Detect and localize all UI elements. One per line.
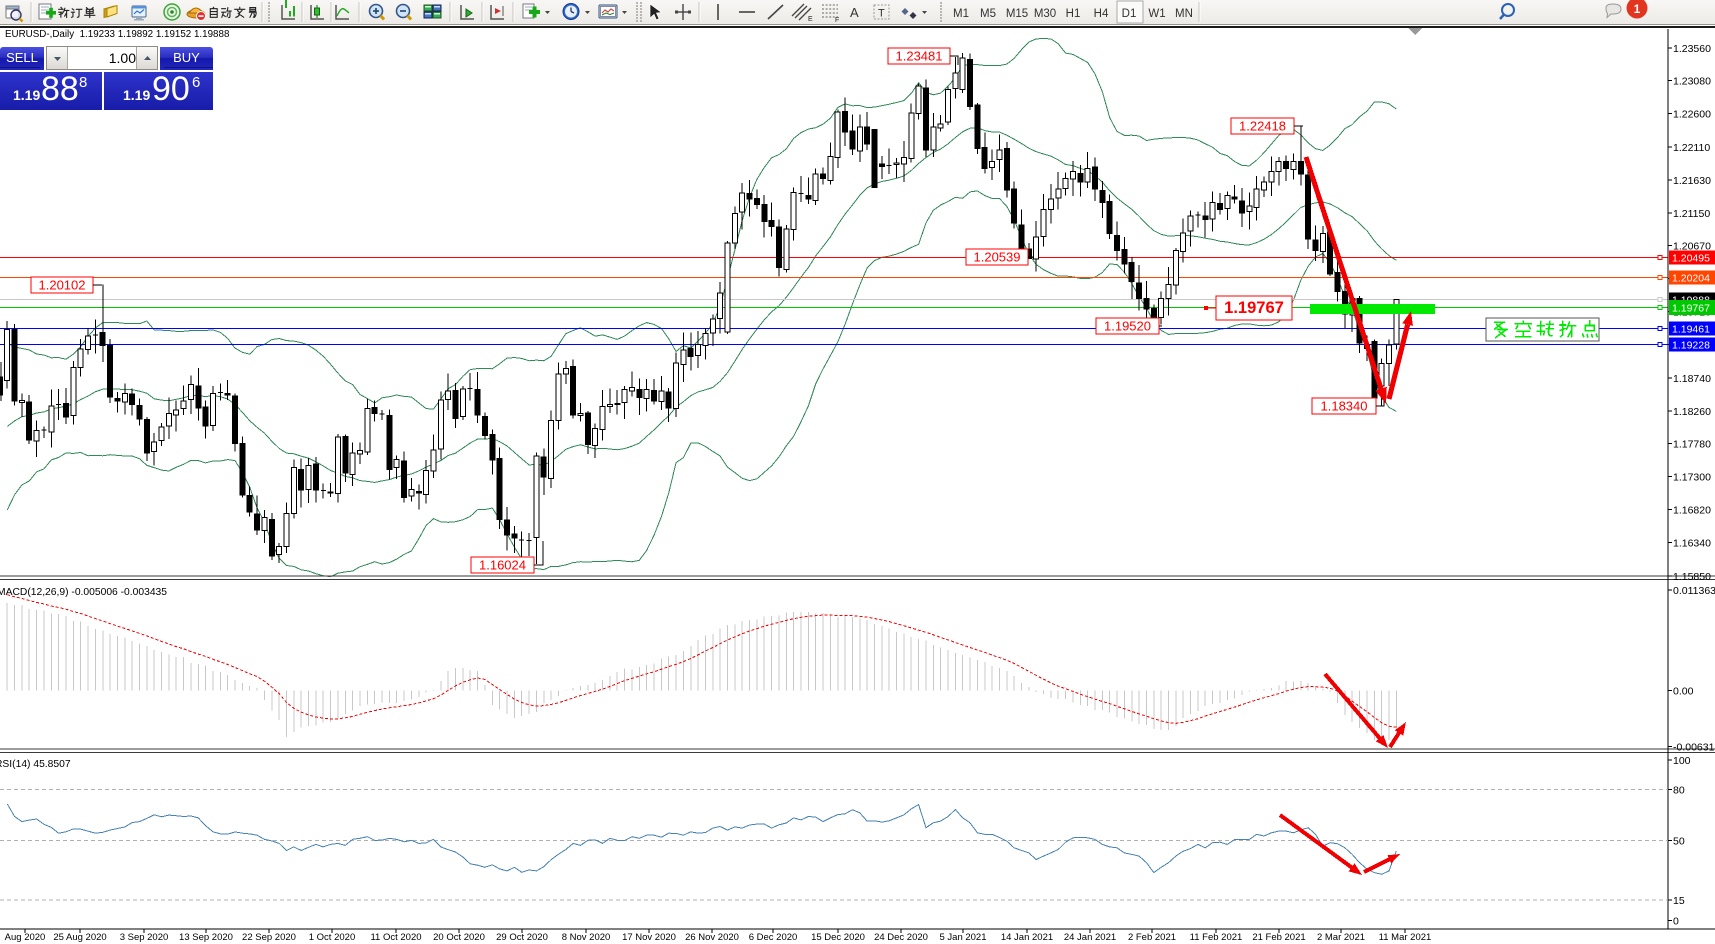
svg-text:1.23481: 1.23481 [896, 49, 943, 64]
svg-text:RSI(14) 45.8507: RSI(14) 45.8507 [0, 759, 71, 770]
svg-text:MN: MN [1175, 8, 1193, 20]
svg-text:M15: M15 [1006, 8, 1028, 20]
svg-text:1: 1 [1634, 2, 1641, 16]
svg-text:1.22418: 1.22418 [1239, 119, 1286, 134]
svg-text:M30: M30 [1034, 8, 1056, 20]
svg-text:5 Jan 2021: 5 Jan 2021 [939, 932, 986, 943]
svg-text:1.18260: 1.18260 [1673, 406, 1711, 418]
svg-text:1.19228: 1.19228 [1672, 340, 1710, 352]
svg-text:24 Jan 2021: 24 Jan 2021 [1064, 932, 1116, 943]
svg-text:17 Nov 2020: 17 Nov 2020 [622, 932, 676, 943]
svg-text:E: E [808, 16, 813, 23]
svg-text:-0.006317: -0.006317 [1673, 741, 1715, 753]
svg-text:1.18340: 1.18340 [1321, 399, 1368, 414]
svg-text:13 Sep 2020: 13 Sep 2020 [179, 932, 233, 943]
svg-text:1.19767: 1.19767 [1224, 299, 1284, 317]
svg-text:1.20204: 1.20204 [1672, 273, 1710, 285]
svg-text:1.19767: 1.19767 [1672, 303, 1710, 315]
svg-text:25 Aug 2020: 25 Aug 2020 [53, 932, 106, 943]
svg-text:Aug 2020: Aug 2020 [5, 932, 46, 943]
svg-text:15: 15 [1673, 895, 1685, 907]
svg-text:M5: M5 [980, 8, 996, 20]
svg-text:21 Feb 2021: 21 Feb 2021 [1252, 932, 1305, 943]
svg-text:6 Dec 2020: 6 Dec 2020 [749, 932, 798, 943]
svg-text:1.21150: 1.21150 [1673, 208, 1710, 220]
svg-text:1.17780: 1.17780 [1673, 439, 1711, 451]
svg-text:1.20670: 1.20670 [1673, 241, 1711, 253]
svg-text:20 Oct 2020: 20 Oct 2020 [433, 932, 485, 943]
svg-text:80: 80 [1673, 784, 1685, 796]
svg-text:0: 0 [1673, 916, 1679, 928]
svg-text:M1: M1 [953, 8, 969, 20]
svg-text:1.19461: 1.19461 [1672, 324, 1710, 336]
svg-text:26 Nov 2020: 26 Nov 2020 [685, 932, 739, 943]
svg-text:2 Feb 2021: 2 Feb 2021 [1128, 932, 1176, 943]
svg-text:H1: H1 [1066, 8, 1081, 20]
svg-text:MACD(12,26,9) -0.005006 -0.003: MACD(12,26,9) -0.005006 -0.003435 [0, 587, 167, 598]
svg-text:W1: W1 [1148, 8, 1165, 20]
svg-text:1.19520: 1.19520 [1104, 319, 1151, 334]
svg-text:2 Mar 2021: 2 Mar 2021 [1317, 932, 1365, 943]
svg-text:3 Sep 2020: 3 Sep 2020 [120, 932, 169, 943]
svg-text:11 Feb 2021: 11 Feb 2021 [1190, 932, 1243, 943]
svg-text:1.20539: 1.20539 [974, 250, 1021, 265]
svg-text:H4: H4 [1094, 8, 1109, 20]
svg-text:1 Oct 2020: 1 Oct 2020 [309, 932, 355, 943]
svg-text:1.23560: 1.23560 [1673, 43, 1711, 55]
svg-text:1.17300: 1.17300 [1673, 472, 1711, 484]
svg-text:50: 50 [1673, 835, 1685, 847]
svg-text:11 Oct 2020: 11 Oct 2020 [370, 932, 421, 943]
svg-text:A: A [850, 5, 859, 20]
svg-text:29 Oct 2020: 29 Oct 2020 [496, 932, 548, 943]
svg-text:1.22600: 1.22600 [1673, 109, 1711, 121]
svg-text:11 Mar 2021: 11 Mar 2021 [1379, 932, 1432, 943]
svg-text:T: T [878, 8, 885, 20]
svg-text:14 Jan 2021: 14 Jan 2021 [1001, 932, 1053, 943]
svg-text:100: 100 [1673, 755, 1691, 767]
svg-text:0.00: 0.00 [1673, 686, 1694, 698]
svg-text:1.21630: 1.21630 [1673, 175, 1711, 187]
svg-text:24 Dec 2020: 24 Dec 2020 [874, 932, 928, 943]
svg-text:15 Dec 2020: 15 Dec 2020 [811, 932, 865, 943]
svg-text:1.18740: 1.18740 [1673, 373, 1711, 385]
svg-text:1.23080: 1.23080 [1673, 76, 1711, 88]
svg-text:1.16340: 1.16340 [1673, 537, 1711, 549]
svg-text:8 Nov 2020: 8 Nov 2020 [562, 932, 611, 943]
svg-text:1.16820: 1.16820 [1673, 504, 1711, 516]
svg-text:22 Sep 2020: 22 Sep 2020 [242, 932, 296, 943]
svg-text:1.20102: 1.20102 [39, 278, 86, 293]
svg-text:1.22110: 1.22110 [1673, 142, 1710, 154]
svg-text:0.011363: 0.011363 [1673, 585, 1715, 597]
svg-text:EURUSD-,Daily 1.19233 1.19892: EURUSD-,Daily 1.19233 1.19892 1.19152 1.… [5, 29, 230, 40]
svg-text:1.20495: 1.20495 [1672, 253, 1710, 265]
svg-text:F: F [835, 17, 839, 24]
svg-text:1.16024: 1.16024 [479, 558, 526, 573]
svg-text:D1: D1 [1122, 8, 1137, 20]
svg-text:1.15850: 1.15850 [1673, 571, 1711, 583]
